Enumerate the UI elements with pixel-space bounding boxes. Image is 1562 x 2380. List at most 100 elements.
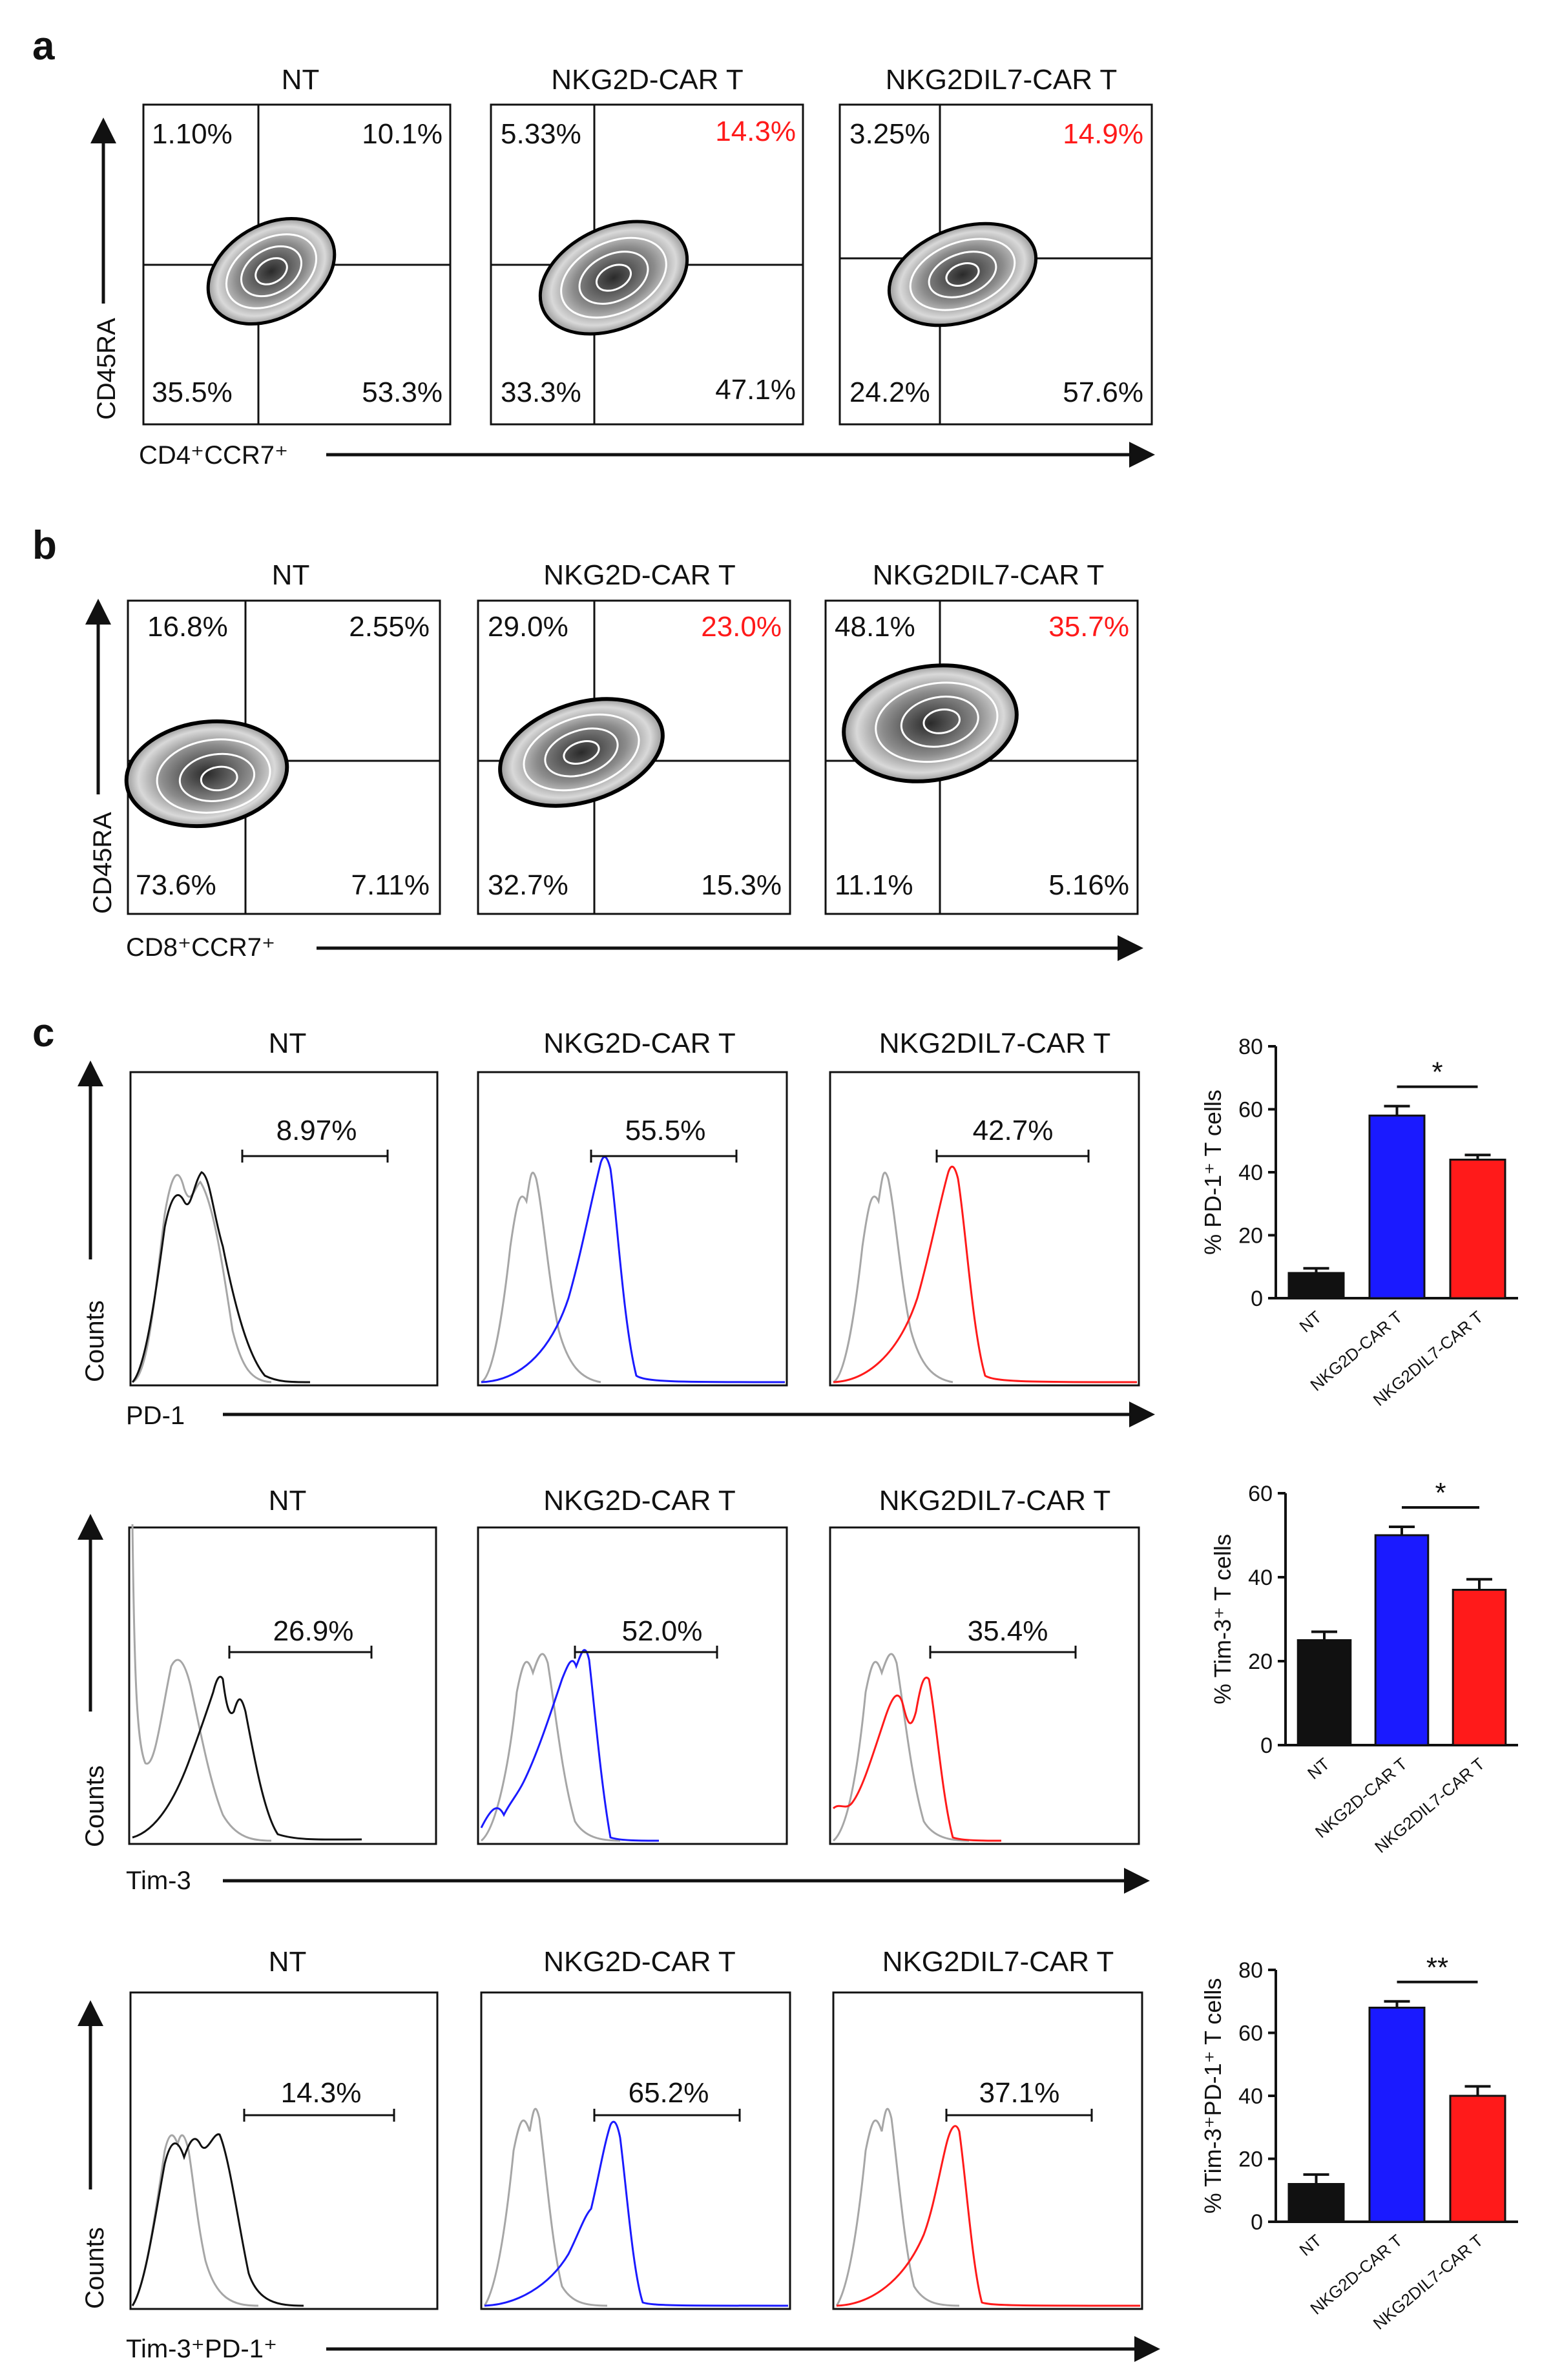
plot-title: NKG2D-CAR T xyxy=(543,1485,735,1516)
plot-frame xyxy=(832,1991,1143,2310)
sample-histogram xyxy=(131,2133,304,2307)
quadrant-ll-value: 11.1% xyxy=(835,869,913,901)
quadrant-lr-value: 57.6% xyxy=(1063,377,1143,408)
sample-histogram xyxy=(836,2125,1141,2307)
gate-bracket xyxy=(590,1150,738,1163)
plot-frame xyxy=(477,599,791,915)
histogram-nkg2d-car-t: NKG2D-CAR T 65.2% xyxy=(480,1946,791,2310)
x-tick-label: NT xyxy=(1296,2231,1326,2260)
quadrant-ul-value: 48.1% xyxy=(835,611,915,643)
gate-value: 52.0% xyxy=(622,1615,703,1647)
plot-frame xyxy=(129,1071,439,1387)
y-tick-label: 60 xyxy=(1238,2022,1263,2046)
plot-frame xyxy=(129,1991,439,2310)
plot-title: NT xyxy=(282,64,320,96)
contour-population xyxy=(842,663,1019,783)
quadrant-ur-value: 10.1% xyxy=(362,118,443,150)
plot-frame xyxy=(127,599,441,915)
y-tick-label: 60 xyxy=(1248,1482,1273,1506)
y-axis-label: Counts xyxy=(81,1765,109,1847)
contour-population xyxy=(887,222,1038,327)
quadrant-ll-value: 35.5% xyxy=(152,377,233,408)
quadrant-ur-value: 14.9% xyxy=(1063,118,1143,150)
quadrant-lr-value: 47.1% xyxy=(715,374,796,406)
y-tick-label: 20 xyxy=(1238,1224,1263,1248)
quadrant-ul-value: 1.10% xyxy=(152,118,233,150)
quadrant-ll-value: 32.7% xyxy=(488,869,568,901)
plot-title: NKG2DIL7-CAR T xyxy=(873,559,1105,591)
y-tick-label: 40 xyxy=(1248,1566,1273,1590)
plot-frame xyxy=(477,1526,788,1845)
plot-title: NKG2D-CAR T xyxy=(551,64,743,96)
y-tick-label: 20 xyxy=(1238,2147,1263,2172)
gate-value: 8.97% xyxy=(276,1115,357,1146)
plot-title: NKG2DIL7-CAR T xyxy=(879,1028,1111,1059)
histogram-row-tim-3: Counts Tim-3 NT 26.9% NKG2D-CAR T 52.0% xyxy=(78,1485,1150,1895)
bar-nkg2dil7-car-t xyxy=(1452,1589,1507,1746)
histogram-nkg2d-car-t: NKG2D-CAR T 55.5% xyxy=(477,1028,788,1387)
y-axis-label: Counts xyxy=(81,2227,109,2309)
bar-nkg2d-car-t xyxy=(1374,1534,1430,1746)
y-axis-label: Counts xyxy=(81,1300,109,1382)
gate-value: 14.3% xyxy=(281,2077,362,2109)
histogram-nkg2dil7-car-t: NKG2DIL7-CAR T 37.1% xyxy=(832,1946,1143,2310)
plot-frame xyxy=(829,1526,1140,1845)
flow-plot-a-nt: NT 1.10% 10.1% 35.5% 53.3% xyxy=(142,64,452,426)
panel-b: b CD45RA CD8⁺CCR7⁺ NT 16.8% 2.55% 73.6% … xyxy=(32,523,1143,962)
panel-label-a: a xyxy=(32,24,55,68)
plot-title: NT xyxy=(269,1946,307,1978)
quadrant-ur-value: 14.3% xyxy=(715,116,796,147)
quadrant-ll-value: 33.3% xyxy=(501,377,581,408)
y-axis-label: % Tim-3⁺ T cells xyxy=(1209,1534,1236,1704)
gate-value: 55.5% xyxy=(625,1115,706,1146)
significance-label: * xyxy=(1435,1477,1446,1509)
plot-frame xyxy=(128,1526,437,1845)
x-axis-label: Tim-3⁺PD-1⁺ xyxy=(126,2335,277,2363)
gate-value: 35.4% xyxy=(968,1615,1048,1647)
y-axis-label: % Tim-3⁺PD-1⁺ T cells xyxy=(1200,1978,1226,2214)
panel-b-x-axis: CD8⁺CCR7⁺ xyxy=(126,933,1143,962)
quadrant-ul-value: 3.25% xyxy=(849,118,930,150)
quadrant-ll-value: 24.2% xyxy=(849,377,930,408)
sample-histogram xyxy=(832,1677,1002,1842)
x-axis-label: CD8⁺CCR7⁺ xyxy=(126,933,275,962)
x-axis-label: PD-1 xyxy=(126,1402,185,1430)
control-histogram xyxy=(481,1172,601,1383)
control-histogram xyxy=(835,2107,960,2307)
plot-title: NT xyxy=(269,1028,307,1059)
histogram-nt: NT 26.9% xyxy=(128,1485,437,1845)
flow-plot-b-nkg2dil7-car-t: NKG2DIL7-CAR T 48.1% 35.7% 11.1% 5.16% xyxy=(824,559,1139,915)
quadrant-lr-value: 7.11% xyxy=(351,869,430,901)
flow-plot-b-nt: NT 16.8% 2.55% 73.6% 7.11% xyxy=(124,559,441,915)
bar-nkg2d-car-t xyxy=(1368,1114,1426,1299)
sample-histogram xyxy=(484,2120,789,2307)
gate-value: 37.1% xyxy=(979,2077,1060,2109)
histogram-row-pd-1: Counts PD-1 NT 8.97% NKG2D-CAR T 55.5% xyxy=(78,1028,1155,1430)
gate-value: 26.9% xyxy=(273,1615,354,1647)
contour-population xyxy=(124,719,289,829)
x-tick-label: NT xyxy=(1304,1754,1333,1783)
plot-title: NKG2D-CAR T xyxy=(543,1028,735,1059)
gate-value: 65.2% xyxy=(629,2077,709,2109)
y-axis-label: CD45RA xyxy=(89,812,117,914)
x-tick-label: NT xyxy=(1296,1307,1326,1336)
panel-c: c Counts PD-1 NT 8.97% NKG2D-CAR T 5 xyxy=(32,1011,1518,2363)
gate-bracket xyxy=(935,1150,1090,1163)
sample-histogram xyxy=(481,1155,786,1383)
sample-histogram xyxy=(131,1171,311,1383)
sample-histogram xyxy=(833,1165,1138,1383)
contour-population xyxy=(538,220,689,336)
quadrant-ur-value: 23.0% xyxy=(701,611,782,643)
y-tick-label: 80 xyxy=(1238,1035,1263,1059)
y-tick-label: 80 xyxy=(1238,1958,1263,1983)
quadrant-lr-value: 53.3% xyxy=(362,377,443,408)
quadrant-ur-value: 2.55% xyxy=(349,611,430,643)
plot-title: NKG2DIL7-CAR T xyxy=(882,1946,1114,1978)
plot-title: NT xyxy=(269,1485,307,1516)
histogram-row-tim-3-pd-1: Counts Tim-3⁺PD-1⁺ NT 14.3% NKG2D-CAR T … xyxy=(78,1946,1160,2363)
flow-plot-b-nkg2d-car-t: NKG2D-CAR T 29.0% 23.0% 32.7% 15.3% xyxy=(477,559,791,915)
gate-bracket xyxy=(243,2109,395,2122)
plot-frame xyxy=(829,1071,1140,1387)
